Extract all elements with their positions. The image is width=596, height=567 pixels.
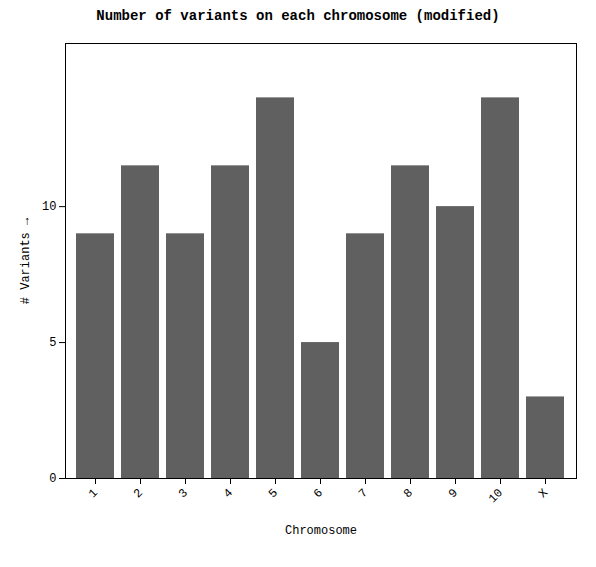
svg-text:0: 0 [49,472,56,486]
svg-text:7: 7 [356,486,371,501]
svg-text:3: 3 [176,486,191,501]
svg-text:5: 5 [49,336,56,350]
svg-text:9: 9 [446,486,461,501]
svg-text:10: 10 [42,200,56,214]
svg-text:5: 5 [266,486,281,501]
svg-text:X: X [536,486,551,501]
svg-text:# Variants →: # Variants → [19,217,33,304]
svg-text:2: 2 [131,486,146,501]
svg-text:6: 6 [311,486,326,501]
svg-text:Chromosome: Chromosome [285,524,357,538]
svg-text:1: 1 [86,486,101,501]
svg-text:10: 10 [486,486,506,506]
svg-text:4: 4 [221,486,236,501]
html-text:Number of variants on each chr: Number of variants on each chromosome (m… [96,8,500,24]
svg-text:8: 8 [401,486,416,501]
